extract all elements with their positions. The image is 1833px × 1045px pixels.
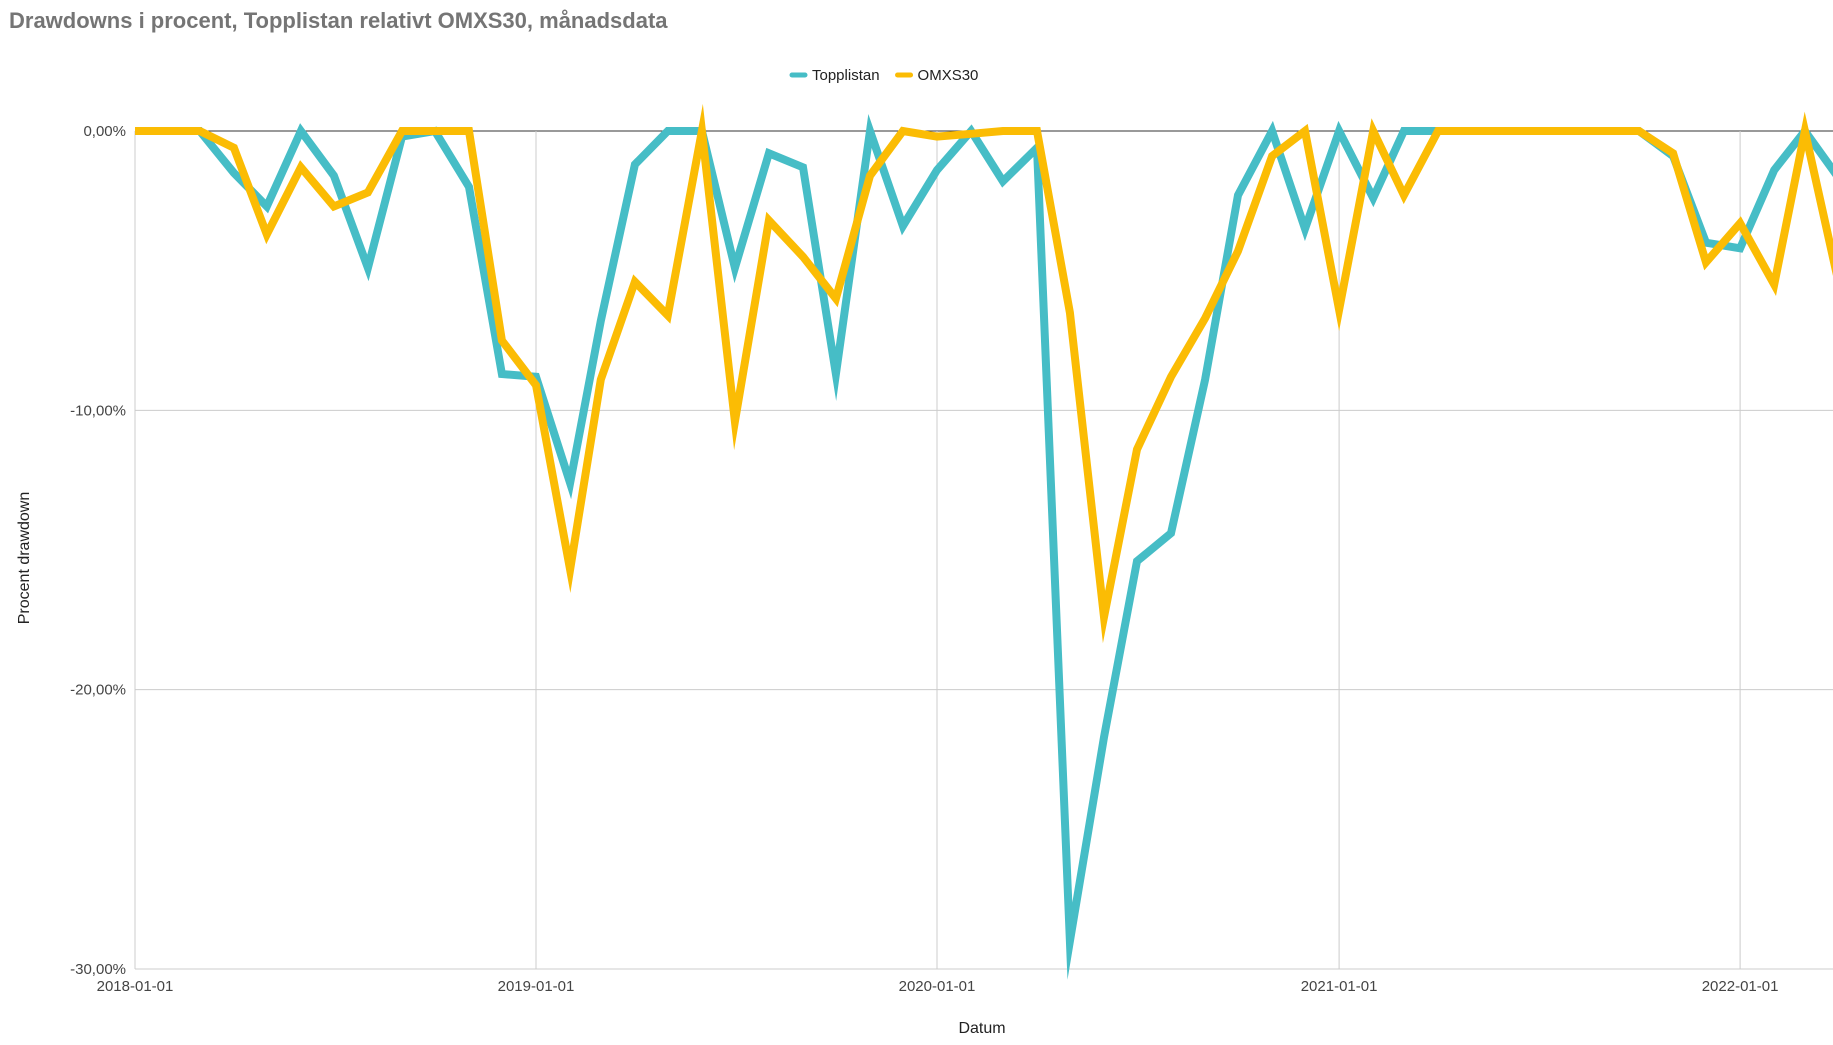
axis-layer: 0,00% -10,00% -20,00% -30,00%2018-01-01 2019… [70, 123, 1833, 995]
x-tick-label: 2019-01-01 [498, 978, 575, 995]
x-tick-label: 2021-01-01 [1301, 978, 1378, 995]
legend-label: Topplistan [812, 67, 880, 84]
grid-layer [134, 130, 1833, 970]
series-line-omxs30 [135, 103, 1833, 644]
x-tick-label: 2020-01-01 [899, 978, 976, 995]
chart-title: Drawdowns i procent, Topplistan relativt… [9, 8, 668, 33]
y-tick-label: 0,00% [83, 123, 126, 140]
series-line-topplistan [135, 114, 1833, 980]
y-tick-label: -20,00% [70, 682, 126, 699]
legend[interactable]: Topplistan OMXS30 [789, 67, 979, 84]
x-axis-title: Datum [958, 1020, 1005, 1037]
legend-label: OMXS30 [918, 67, 979, 84]
x-tick-label: 2022-01-01 [1702, 978, 1779, 995]
legend-item-omxs30[interactable]: OMXS30 [895, 67, 979, 84]
y-tick-label: -30,00% [70, 961, 126, 978]
legend-item-topplistan[interactable]: Topplistan [789, 67, 880, 84]
y-tick-label: -10,00% [70, 402, 126, 419]
x-tick-label: 2018-01-01 [97, 978, 174, 995]
y-axis-title: Procent drawdown [16, 492, 33, 625]
series-layer [135, 103, 1833, 980]
